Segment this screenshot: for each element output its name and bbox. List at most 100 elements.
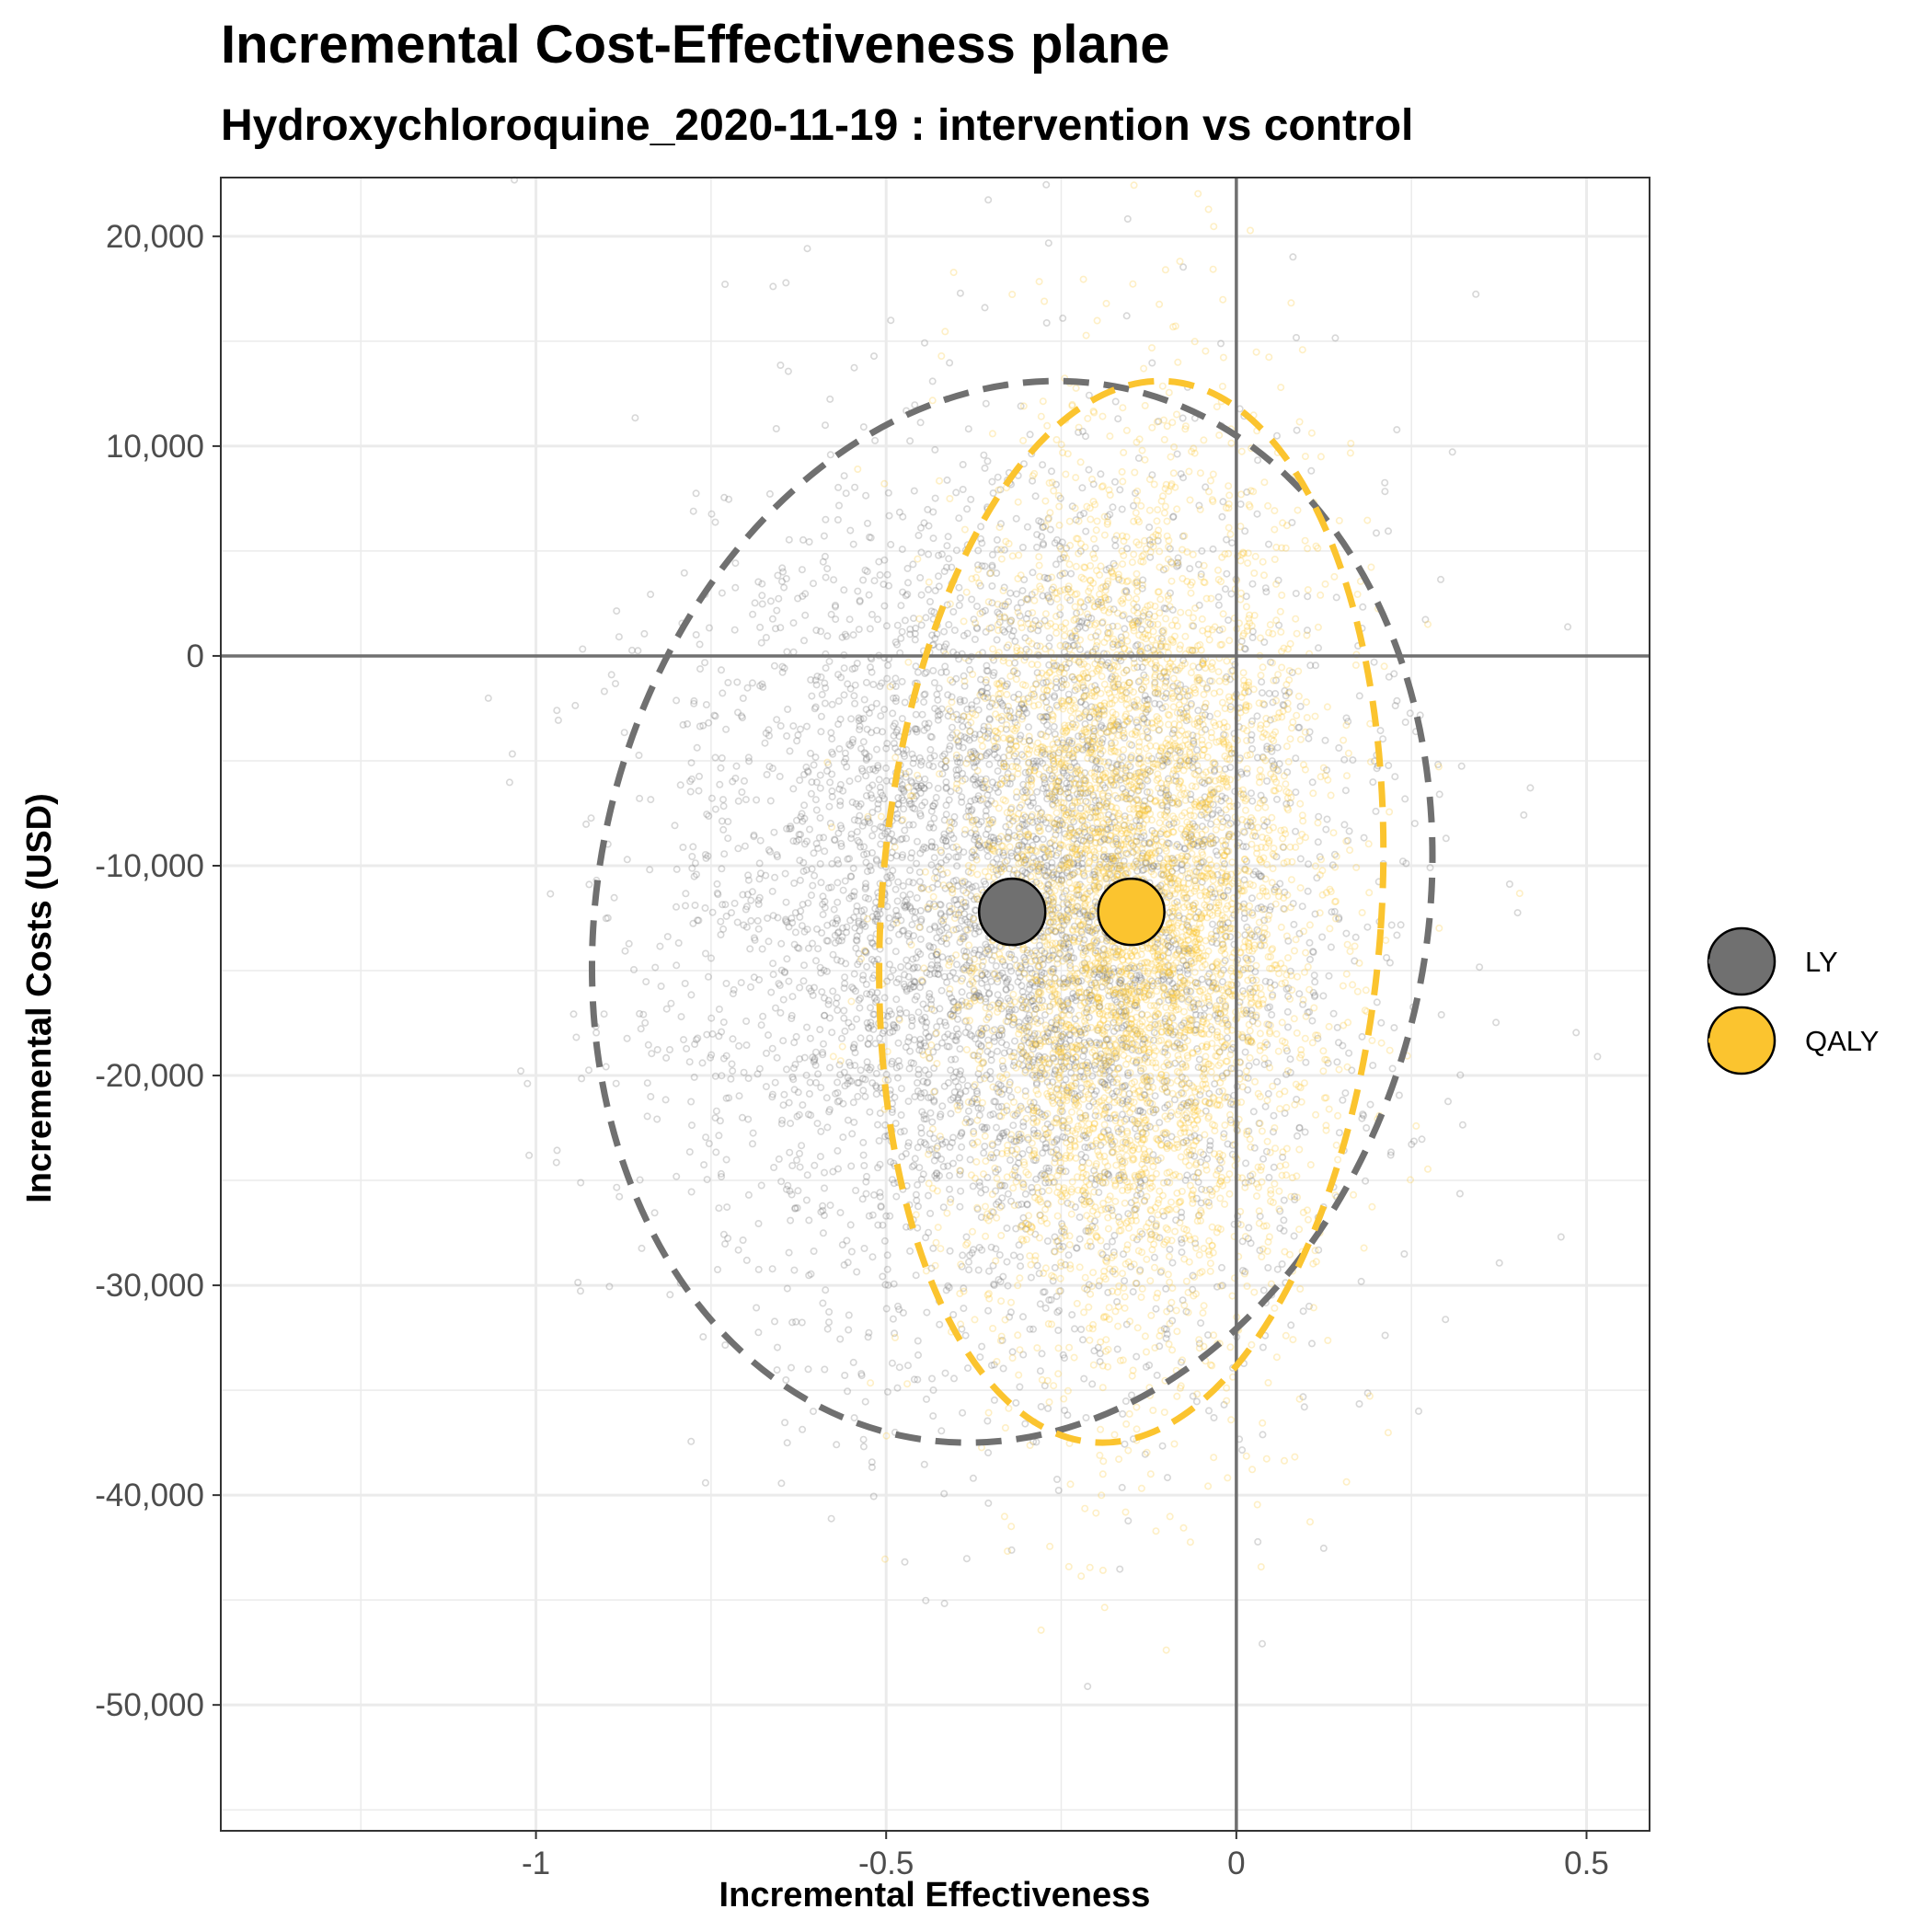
scatter-point [807,789,815,798]
scatter-point [740,921,748,929]
scatter-point [1253,510,1261,518]
scatter-point [1068,673,1076,681]
scatter-point [972,992,981,1000]
scatter-point [811,796,820,804]
scatter-point [983,852,992,860]
grid-lines [221,178,1650,1831]
scatter-point [873,615,881,624]
scatter-point [811,1056,819,1064]
scatter-point [1280,1196,1288,1204]
scatter-point [1116,976,1124,984]
scatter-point [822,766,831,775]
scatter-point [859,972,868,980]
scatter-point [696,640,704,649]
scatter-point [1308,778,1317,787]
scatter-point [1087,703,1096,711]
scatter-point [949,969,958,977]
scatter-point [1006,950,1014,959]
scatter-point [995,1198,1003,1206]
scatter-point [1070,933,1078,941]
scatter-point [1205,1002,1213,1010]
scatter-point [1206,677,1214,685]
scatter-point [1151,1020,1159,1029]
scatter-point [998,958,1006,966]
scatter-point [1369,778,1377,787]
scatter-point [1294,1132,1302,1140]
scatter-point [865,1328,873,1337]
scatter-point [823,632,832,640]
scatter-point [1213,984,1221,993]
scatter-point [1096,1172,1104,1180]
scatter-point [1082,1227,1090,1236]
scatter-point [1393,931,1401,939]
scatter-point [1056,1287,1064,1295]
scatter-point [1032,857,1041,865]
scatter-point [1261,1102,1270,1110]
scatter-point [1036,976,1044,984]
scatter-point [927,952,936,960]
scatter-point [1032,757,1041,765]
scatter-point [1092,1175,1100,1183]
scatter-point [841,749,849,757]
scatter-point [1134,723,1143,731]
scatter-point [1070,818,1078,826]
scatter-point [1009,1251,1018,1259]
scatter-point [1249,1108,1258,1116]
scatter-point [798,1142,806,1150]
scatter-point [1107,864,1115,872]
scatter-point [937,760,946,768]
plot-panel [221,178,1650,1831]
scatter-point [967,829,975,837]
scatter-point [1109,1237,1117,1246]
scatter-point [978,979,986,987]
scatter-point [1029,794,1037,802]
scatter-point [846,872,855,880]
scatter-point [1156,1119,1164,1127]
scatter-point [1202,803,1210,811]
scatter-point [1379,735,1387,743]
scatter-point [949,877,958,885]
scatter-point [1075,827,1083,835]
scatter-point [905,767,914,776]
scatter-point [754,1265,763,1273]
scatter-point [1110,991,1118,999]
scatter-point [968,705,976,713]
scatter-point [990,1038,998,1046]
scatter-point [1131,979,1139,987]
scatter-point [1251,832,1259,840]
scatter-point [908,1163,916,1171]
scatter-point [924,1078,932,1087]
scatter-point [891,1024,899,1032]
scatter-point [834,829,843,837]
scatter-point [1003,1258,1011,1266]
scatter-point [715,1132,723,1140]
scatter-point [1036,932,1044,940]
scatter-point [1205,1089,1213,1098]
scatter-point [662,1005,671,1013]
scatter-point [834,928,843,937]
scatter-point [1044,1404,1052,1412]
scatter-point [1087,1086,1096,1094]
scatter-point [901,898,909,906]
scatter-point [913,1079,921,1087]
scatter-point [946,1171,954,1179]
scatter-point [845,777,854,786]
scatter-point [1081,769,1089,777]
scatter-point [790,1086,799,1094]
scatter-point [1058,1018,1066,1027]
scatter-point [821,679,829,687]
scatter-point [940,1082,949,1090]
scatter-point [1003,643,1011,651]
scatter-point [1056,980,1064,988]
scatter-point [856,596,864,604]
scatter-point [897,1085,905,1093]
scatter-point [832,920,840,928]
scatter-point [754,900,763,908]
scatter-point [974,561,983,569]
scatter-point [1145,536,1154,545]
scatter-point [1109,1089,1117,1098]
scatter-point [874,1221,882,1229]
scatter-point [1115,978,1123,986]
scatter-point [923,1079,931,1087]
scatter-point [968,854,976,862]
